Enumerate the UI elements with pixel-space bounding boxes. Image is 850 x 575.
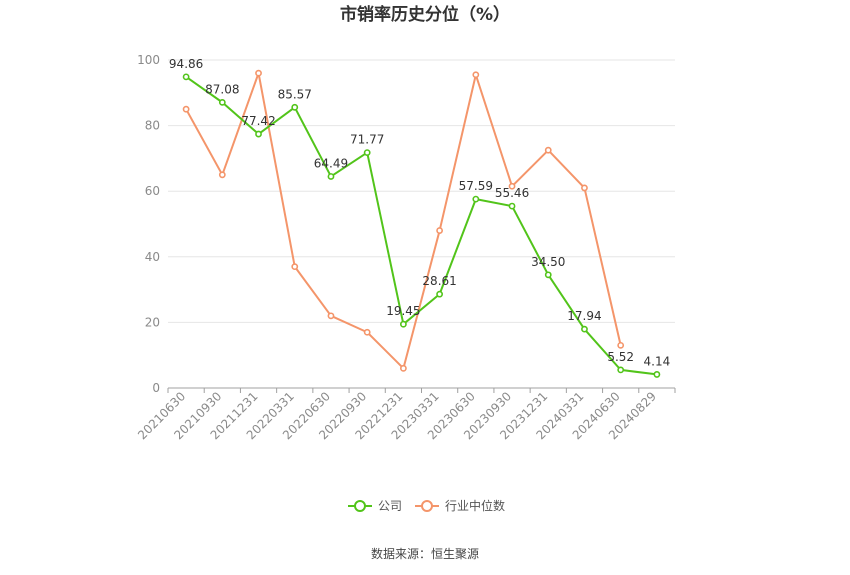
data-point [544, 271, 552, 279]
legend: 公司 行业中位数 [348, 498, 505, 513]
series-industry-median [182, 69, 625, 372]
y-tick-label: 40 [145, 250, 160, 264]
data-point [508, 202, 516, 210]
y-tick-label: 80 [145, 119, 160, 133]
data-point [363, 328, 371, 336]
legend-marker [354, 500, 366, 512]
legend-label: 公司 [378, 499, 402, 513]
data-point [581, 184, 588, 192]
data-point [327, 173, 335, 180]
data-label: 5.52 [607, 350, 634, 364]
data-point [182, 73, 190, 81]
data-label: 4.14 [644, 354, 671, 368]
y-tick-label: 20 [145, 315, 160, 329]
legend-item-company: 公司 [348, 499, 402, 513]
chart-title: 市销率历史分位（%） [340, 4, 510, 25]
data-label: 17.94 [567, 309, 601, 323]
data-point [472, 195, 480, 203]
data-point [508, 182, 516, 190]
series-line [185, 76, 658, 376]
legend-marker [421, 500, 433, 512]
y-tick-label: 0 [152, 381, 160, 395]
data-point [327, 312, 335, 320]
data-point [399, 364, 407, 372]
data-label: 71.77 [350, 133, 384, 147]
data-label: 85.57 [278, 87, 312, 101]
legend-item-industry-median: 行业中位数 [415, 498, 505, 513]
data-label: 55.46 [495, 186, 529, 200]
data-point [218, 98, 226, 106]
data-point [617, 366, 625, 374]
data-point [436, 227, 444, 234]
data-label: 19.45 [386, 304, 420, 318]
data-label: 87.08 [205, 82, 239, 96]
data-label: 28.61 [422, 274, 456, 288]
data-point [653, 371, 661, 378]
data-point [363, 149, 371, 156]
data-point [291, 263, 299, 271]
series-company [182, 73, 661, 378]
y-axis: 0 20 40 60 80 100 [137, 53, 160, 395]
data-point [581, 325, 588, 333]
source-note: 数据来源：恒生聚源 [371, 546, 479, 561]
data-point [436, 290, 444, 298]
data-point [218, 171, 226, 179]
data-point [544, 146, 552, 154]
y-tick-label: 100 [137, 53, 160, 67]
data-point [472, 71, 480, 79]
data-point [617, 341, 625, 349]
grid-lines [168, 59, 675, 323]
data-label: 64.49 [314, 156, 348, 170]
data-label: 94.86 [169, 57, 203, 71]
data-point [182, 105, 190, 113]
data-label: 34.50 [531, 255, 565, 269]
data-label: 57.59 [459, 179, 493, 193]
data-point [255, 130, 262, 138]
legend-label: 行业中位数 [445, 498, 505, 513]
data-point [399, 320, 407, 328]
data-label: 77.42 [241, 114, 275, 128]
y-tick-label: 60 [145, 184, 160, 198]
data-point [255, 69, 262, 77]
x-axis: 2021063020210930202112312022033120220630… [135, 387, 676, 442]
data-point [291, 103, 299, 111]
